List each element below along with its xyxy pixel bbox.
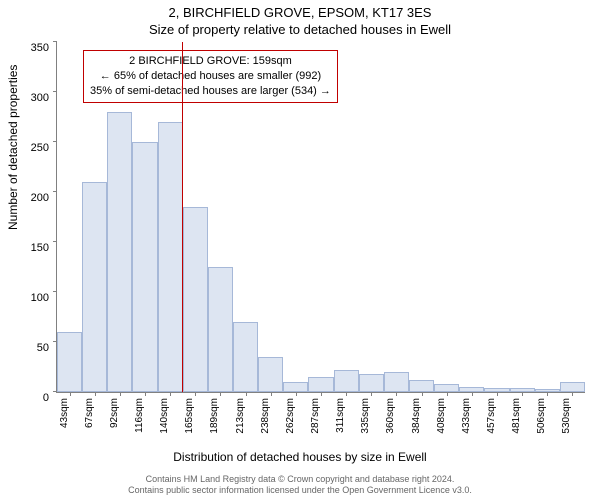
y-tick-mark bbox=[53, 291, 57, 292]
x-tick-mark bbox=[396, 392, 397, 396]
histogram-bar bbox=[208, 267, 233, 392]
plot-area: 2 BIRCHFIELD GROVE: 159sqm ← 65% of deta… bbox=[56, 42, 585, 393]
y-tick-label: 100 bbox=[29, 292, 49, 304]
y-tick-label: 0 bbox=[29, 392, 49, 404]
x-tick-mark bbox=[170, 392, 171, 396]
histogram-bar bbox=[434, 384, 459, 392]
x-tick-label: 238sqm bbox=[260, 398, 271, 434]
histogram-bar bbox=[107, 112, 132, 392]
y-tick-mark bbox=[53, 241, 57, 242]
x-tick-label: 408sqm bbox=[436, 398, 447, 434]
x-tick-mark bbox=[497, 392, 498, 396]
annotation-line1: 2 BIRCHFIELD GROVE: 159sqm bbox=[90, 54, 331, 69]
x-tick-label: 165sqm bbox=[184, 398, 195, 434]
histogram-bar bbox=[132, 142, 157, 392]
chart-title-line1: 2, BIRCHFIELD GROVE, EPSOM, KT17 3ES bbox=[0, 5, 600, 20]
x-tick-label: 43sqm bbox=[59, 398, 70, 428]
x-tick-label: 506sqm bbox=[536, 398, 547, 434]
annotation-box: 2 BIRCHFIELD GROVE: 159sqm ← 65% of deta… bbox=[83, 50, 338, 103]
x-tick-label: 213sqm bbox=[235, 398, 246, 434]
x-tick-label: 262sqm bbox=[285, 398, 296, 434]
x-tick-label: 67sqm bbox=[84, 398, 95, 428]
chart-title-line2: Size of property relative to detached ho… bbox=[0, 22, 600, 37]
x-tick-label: 311sqm bbox=[335, 398, 346, 433]
y-tick-label: 150 bbox=[29, 242, 49, 254]
histogram-bar bbox=[183, 207, 208, 392]
x-tick-mark bbox=[70, 392, 71, 396]
y-axis-label: Number of detached properties bbox=[6, 65, 20, 230]
histogram-bar bbox=[359, 374, 384, 392]
x-tick-mark bbox=[422, 392, 423, 396]
x-tick-label: 335sqm bbox=[360, 398, 371, 434]
x-tick-label: 530sqm bbox=[561, 398, 572, 434]
x-tick-mark bbox=[447, 392, 448, 396]
property-marker-line bbox=[182, 42, 183, 392]
footer-line1: Contains HM Land Registry data © Crown c… bbox=[0, 474, 600, 485]
x-tick-mark bbox=[371, 392, 372, 396]
x-tick-mark bbox=[346, 392, 347, 396]
x-tick-label: 360sqm bbox=[385, 398, 396, 434]
histogram-bar bbox=[258, 357, 283, 392]
y-tick-mark bbox=[53, 91, 57, 92]
annotation-line2: ← 65% of detached houses are smaller (99… bbox=[90, 69, 331, 84]
y-tick-label: 300 bbox=[29, 92, 49, 104]
x-tick-mark bbox=[472, 392, 473, 396]
histogram-bar bbox=[384, 372, 409, 392]
x-tick-label: 116sqm bbox=[134, 398, 145, 433]
x-tick-label: 287sqm bbox=[310, 398, 321, 434]
x-tick-mark bbox=[296, 392, 297, 396]
y-tick-mark bbox=[53, 141, 57, 142]
x-tick-mark bbox=[120, 392, 121, 396]
y-tick-label: 200 bbox=[29, 192, 49, 204]
y-tick-mark bbox=[53, 191, 57, 192]
x-tick-mark bbox=[271, 392, 272, 396]
y-tick-label: 350 bbox=[29, 42, 49, 54]
x-tick-label: 189sqm bbox=[209, 398, 220, 434]
y-tick-label: 50 bbox=[29, 342, 49, 354]
annotation-line3: 35% of semi-detached houses are larger (… bbox=[90, 84, 331, 99]
x-tick-mark bbox=[572, 392, 573, 396]
x-tick-label: 140sqm bbox=[159, 398, 170, 434]
x-tick-mark bbox=[246, 392, 247, 396]
histogram-bar bbox=[308, 377, 333, 392]
x-tick-mark bbox=[220, 392, 221, 396]
histogram-bar bbox=[82, 182, 107, 392]
x-tick-label: 384sqm bbox=[411, 398, 422, 434]
x-tick-mark bbox=[195, 392, 196, 396]
histogram-bar bbox=[158, 122, 183, 392]
x-tick-label: 433sqm bbox=[461, 398, 472, 434]
x-tick-mark bbox=[547, 392, 548, 396]
y-tick-mark bbox=[53, 41, 57, 42]
histogram-bar bbox=[283, 382, 308, 392]
x-tick-mark bbox=[321, 392, 322, 396]
x-tick-mark bbox=[95, 392, 96, 396]
footer-line2: Contains public sector information licen… bbox=[0, 485, 600, 496]
histogram-bar bbox=[409, 380, 434, 392]
x-tick-label: 92sqm bbox=[109, 398, 120, 428]
histogram-bar bbox=[233, 322, 258, 392]
x-tick-mark bbox=[145, 392, 146, 396]
x-axis-label: Distribution of detached houses by size … bbox=[0, 450, 600, 464]
x-tick-label: 481sqm bbox=[511, 398, 522, 434]
histogram-bar bbox=[560, 382, 585, 392]
histogram-bar bbox=[334, 370, 359, 392]
x-tick-mark bbox=[522, 392, 523, 396]
footer-attribution: Contains HM Land Registry data © Crown c… bbox=[0, 474, 600, 497]
x-tick-label: 457sqm bbox=[486, 398, 497, 434]
histogram-bar bbox=[57, 332, 82, 392]
y-tick-label: 250 bbox=[29, 142, 49, 154]
